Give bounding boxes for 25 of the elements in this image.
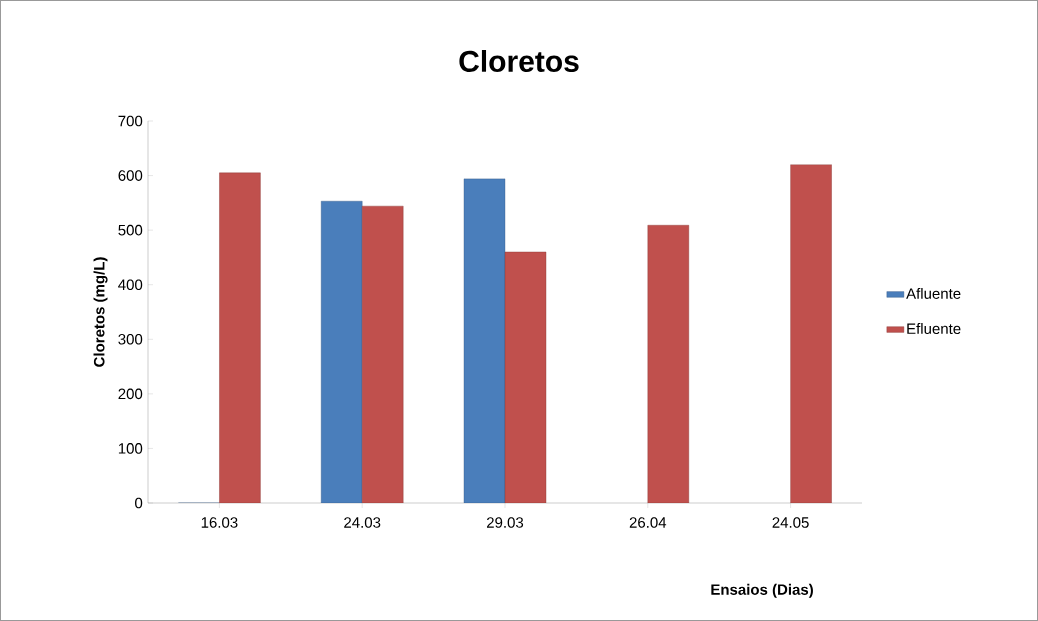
bar: [463, 178, 506, 503]
bar: [321, 201, 363, 503]
bar: [362, 205, 404, 503]
y-tick-label: 500: [118, 224, 143, 236]
x-axis-title: Ensaios (Dias): [711, 583, 813, 598]
legend-label: Efluente: [907, 323, 961, 335]
x-tick-label: 16.03: [201, 517, 238, 528]
y-tick-label: 300: [118, 333, 143, 345]
y-tick-label: 700: [118, 115, 143, 127]
y-tick-label: 0: [135, 497, 143, 509]
bar: [790, 164, 832, 503]
y-tick-label: 400: [118, 279, 143, 291]
bar: [219, 172, 261, 503]
x-tick-label: 24.03: [344, 517, 381, 528]
y-tick-label: 600: [118, 170, 143, 181]
y-tick-label: 200: [118, 388, 143, 400]
x-tick-label: 26.04: [629, 517, 667, 528]
bar: [504, 251, 547, 503]
chart-title: Cloretos: [459, 49, 579, 73]
x-tick-label: 24.05: [772, 517, 809, 528]
bar: [647, 225, 689, 503]
x-tick-label: 29.03: [486, 517, 524, 528]
y-axis-title: Cloretos (mg/L): [93, 257, 108, 367]
y-tick-label: 100: [118, 443, 143, 454]
legend-label: Afluente: [906, 287, 961, 299]
